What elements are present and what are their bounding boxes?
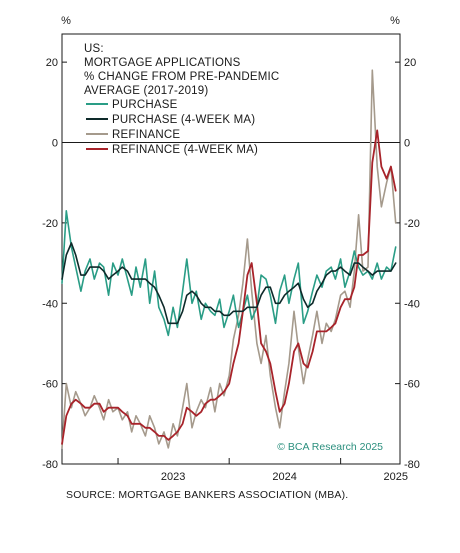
x-tick-label: 2024 xyxy=(272,471,296,483)
legend-label: REFINANCE xyxy=(112,129,180,141)
chart-title-line-2: MORTGAGE APPLICATIONS xyxy=(84,57,241,69)
chart-title-line-4: AVERAGE (2017-2019) xyxy=(84,85,208,97)
legend-label: PURCHASE (4-WEEK MA) xyxy=(112,114,255,126)
x-tick-label: 2023 xyxy=(161,471,185,483)
y-axis-unit-left: % xyxy=(61,15,71,27)
copyright-annotation: © BCA Research 2025 xyxy=(277,441,383,453)
legend-label: REFINANCE (4-WEEK MA) xyxy=(112,144,258,156)
y-tick-label-left: -40 xyxy=(42,298,58,310)
y-tick-label-right: -40 xyxy=(404,298,420,310)
y-tick-label-left: 20 xyxy=(46,57,58,69)
y-tick-label-right: -80 xyxy=(404,459,420,471)
y-tick-label-left: -20 xyxy=(42,218,58,230)
source-note: SOURCE: MORTGAGE BANKERS ASSOCIATION (MB… xyxy=(66,489,348,501)
y-tick-label-right: 20 xyxy=(404,57,416,69)
y-axis-unit-right: % xyxy=(390,15,400,27)
series-line-purchase xyxy=(61,210,397,337)
series-line-refinance xyxy=(61,69,397,449)
y-tick-label-right: -20 xyxy=(404,218,420,230)
chart-title-line-1: US: xyxy=(84,43,104,55)
series-line-purchase-4-week-ma xyxy=(61,242,397,325)
series-line-refinance-4-week-ma xyxy=(61,129,397,445)
y-tick-label-left: 0 xyxy=(52,138,58,150)
y-tick-label-right: -60 xyxy=(404,379,420,391)
y-tick-label-left: -60 xyxy=(42,379,58,391)
legend: PURCHASE PURCHASE (4-WEEK MA) REFINANCE REF… xyxy=(86,99,258,156)
chart-title-line-3: % CHANGE FROM PRE-PANDEMIC xyxy=(84,71,279,83)
plot-frame xyxy=(61,33,401,465)
legend-label: PURCHASE xyxy=(112,99,178,111)
y-tick-label-left: -80 xyxy=(42,459,58,471)
y-tick-label-right: 0 xyxy=(404,138,410,150)
x-tick-label: 2025 xyxy=(383,471,407,483)
